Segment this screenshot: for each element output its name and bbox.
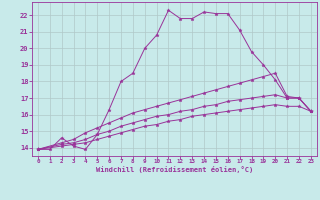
X-axis label: Windchill (Refroidissement éolien,°C): Windchill (Refroidissement éolien,°C) <box>96 166 253 173</box>
